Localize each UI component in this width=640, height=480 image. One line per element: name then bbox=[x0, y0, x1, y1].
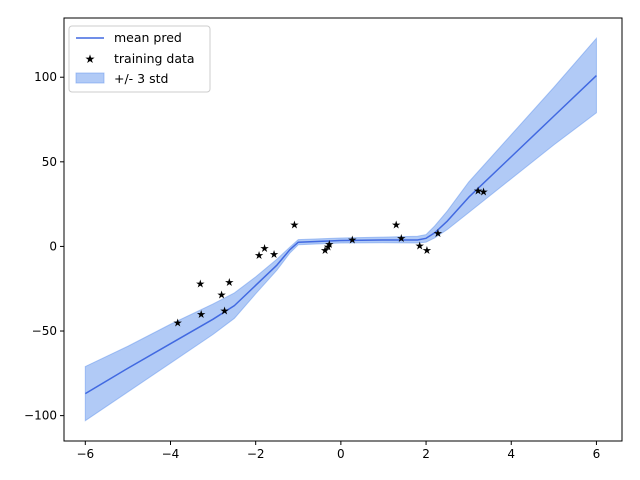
x-tick-label: −6 bbox=[76, 447, 94, 461]
training-point: ★ bbox=[173, 317, 183, 330]
training-point: ★ bbox=[224, 276, 234, 289]
training-point: ★ bbox=[195, 278, 205, 291]
training-point: ★ bbox=[196, 308, 206, 321]
legend: mean pred ★ training data +/- 3 std bbox=[68, 25, 211, 93]
std-band bbox=[84, 36, 597, 422]
axes-frame bbox=[63, 17, 623, 442]
legend-label-training-data: training data bbox=[114, 51, 195, 66]
axes: −6 −4 −2 0 2 4 6 −100 −50 0 50 100 bbox=[24, 17, 623, 461]
training-point: ★ bbox=[323, 240, 333, 253]
plot-area: ★★★★★★★★ ★★★★★ ★★★★★★★★ bbox=[84, 36, 597, 422]
x-tick-label: 4 bbox=[507, 447, 515, 461]
x-tick-label: −2 bbox=[247, 447, 265, 461]
legend-label-band: +/- 3 std bbox=[114, 71, 168, 86]
training-point: ★ bbox=[433, 227, 443, 240]
training-point: ★ bbox=[217, 289, 227, 302]
y-tick-label: −100 bbox=[24, 409, 57, 423]
x-tick-label: −4 bbox=[162, 447, 180, 461]
legend-swatch-training-data: ★ bbox=[85, 52, 96, 66]
training-point: ★ bbox=[391, 218, 401, 231]
training-point: ★ bbox=[473, 185, 483, 198]
y-tick-label: 100 bbox=[34, 70, 57, 84]
training-point: ★ bbox=[347, 234, 357, 247]
training-point: ★ bbox=[254, 249, 264, 262]
y-tick-label: 50 bbox=[42, 155, 57, 169]
training-point: ★ bbox=[260, 242, 270, 255]
legend-swatch-band bbox=[75, 72, 105, 84]
training-point: ★ bbox=[290, 218, 300, 231]
training-point: ★ bbox=[269, 248, 279, 261]
training-point: ★ bbox=[324, 238, 334, 251]
x-tick-label: 2 bbox=[422, 447, 430, 461]
training-point: ★ bbox=[320, 244, 330, 257]
training-point: ★ bbox=[479, 185, 489, 198]
y-tick-label: 0 bbox=[49, 239, 57, 253]
legend-label-mean-pred: mean pred bbox=[114, 30, 182, 45]
training-point: ★ bbox=[415, 240, 425, 253]
training-point: ★ bbox=[396, 232, 406, 245]
training-point: ★ bbox=[422, 244, 432, 257]
mean-pred-line bbox=[84, 74, 597, 395]
y-tick-label: −50 bbox=[32, 324, 57, 338]
x-tick-label: 6 bbox=[593, 447, 601, 461]
training-point: ★ bbox=[220, 305, 230, 318]
x-tick-label: 0 bbox=[337, 447, 345, 461]
